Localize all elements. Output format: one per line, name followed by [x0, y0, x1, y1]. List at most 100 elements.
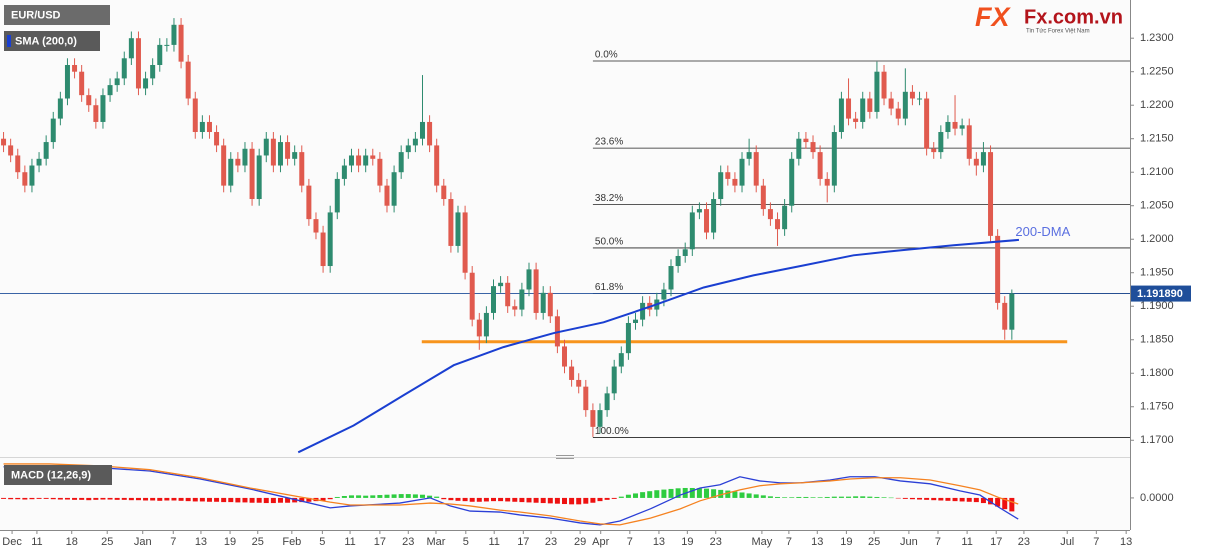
candle-body	[121, 58, 127, 79]
histogram-bar	[931, 497, 937, 501]
candle-body	[547, 292, 553, 317]
histogram-bar	[824, 496, 830, 498]
histogram-bar	[867, 496, 873, 498]
x-tick-label: 25	[252, 536, 264, 548]
histogram-bar	[299, 497, 305, 503]
candle-body	[718, 172, 724, 200]
y-tick-label: 1.2100	[1140, 166, 1174, 178]
x-tick-label: 11	[961, 536, 972, 548]
candle-body	[171, 24, 177, 45]
histogram-bar	[164, 497, 170, 501]
histogram-bar	[725, 490, 731, 498]
histogram-bar	[199, 497, 205, 502]
x-tick-label: 13	[653, 536, 665, 548]
histogram-bar	[924, 497, 930, 500]
candle-body	[214, 132, 220, 146]
candle-body	[370, 155, 376, 159]
histogram-bar	[803, 496, 809, 498]
candle-body	[192, 98, 198, 133]
x-tick-label: 13	[195, 536, 207, 548]
histogram-bar	[256, 497, 262, 503]
candle-body	[611, 366, 617, 394]
histogram-bar	[490, 497, 496, 502]
y-tick-label: 1.2050	[1140, 200, 1174, 212]
candle-body	[711, 199, 717, 233]
candle-body	[270, 138, 276, 166]
candle-body	[959, 125, 965, 129]
histogram-bar	[192, 497, 198, 502]
candle-body	[228, 158, 234, 186]
histogram-bar	[263, 497, 269, 504]
histogram-bar	[72, 497, 78, 500]
x-tick-label: 11	[344, 536, 355, 548]
candle-body	[79, 71, 85, 96]
candle-body	[86, 95, 92, 106]
histogram-bar	[554, 497, 560, 504]
histogram-bar	[980, 497, 986, 504]
histogram-bar	[285, 497, 291, 503]
x-tick-label: 7	[170, 536, 176, 548]
candle-body	[135, 38, 141, 89]
candle-body	[874, 71, 880, 112]
candle-body	[363, 155, 369, 166]
candle-body	[427, 121, 433, 146]
histogram-bar	[526, 497, 532, 503]
histogram-bar	[959, 497, 965, 502]
x-tick-label: 7	[1093, 536, 1099, 548]
histogram-bar	[1002, 497, 1008, 510]
candle-body	[164, 44, 170, 46]
histogram-bar	[739, 492, 745, 498]
x-tick-label: May	[752, 536, 773, 548]
sma-legend[interactable]: SMA (200,0)	[4, 31, 100, 51]
histogram-bar	[810, 497, 816, 498]
histogram-bar	[611, 497, 617, 499]
candle-body	[334, 178, 340, 213]
candle-body	[796, 138, 802, 159]
histogram-bar	[512, 497, 518, 502]
candle-body	[668, 266, 674, 290]
histogram-bar	[661, 489, 667, 498]
x-tick-label: 19	[224, 536, 236, 548]
histogram-bar	[938, 497, 944, 501]
histogram-bar	[114, 497, 120, 500]
candle-body	[327, 212, 333, 267]
candle-body	[249, 148, 255, 200]
histogram-bar	[405, 494, 411, 498]
candle-body	[938, 132, 944, 153]
candle-body	[980, 152, 986, 166]
candle-body	[306, 185, 312, 220]
histogram-bar	[881, 497, 887, 498]
x-tick-label: 25	[101, 536, 113, 548]
histogram-bar	[143, 497, 149, 501]
histogram-bar	[583, 497, 589, 504]
histogram-bar	[50, 497, 56, 500]
logo: FX Fx.com.vn Tin Tức Forex Việt Nam	[975, 2, 1123, 34]
histogram-bar	[647, 491, 653, 498]
histogram-bar	[909, 497, 915, 500]
candle-body	[15, 155, 21, 173]
histogram-bar	[732, 491, 738, 498]
candle-body	[853, 118, 859, 122]
histogram-bar	[434, 496, 440, 498]
candle-body	[114, 78, 120, 86]
x-tick-label: 23	[1018, 536, 1030, 548]
x-tick-label: 23	[402, 536, 414, 548]
candle-body	[29, 165, 35, 186]
x-tick-label: Jul	[1060, 536, 1074, 548]
candle-body	[867, 98, 873, 112]
symbol-legend[interactable]: EUR/USD	[4, 5, 110, 25]
histogram-bar	[547, 497, 553, 504]
candle-body	[405, 145, 411, 153]
candle-body	[1002, 302, 1008, 330]
histogram-bar	[789, 497, 795, 498]
histogram-bar	[348, 495, 354, 498]
candle-body	[263, 138, 269, 156]
macd-legend[interactable]: MACD (12,26,9)	[4, 465, 112, 485]
candle-body	[838, 98, 844, 133]
histogram-bar	[760, 495, 766, 498]
x-tick-label: Feb	[282, 536, 301, 548]
candle-body	[689, 212, 695, 250]
histogram-bar	[753, 494, 759, 498]
y-tick-label: 1.2000	[1140, 233, 1174, 245]
histogram-bar	[8, 497, 14, 500]
